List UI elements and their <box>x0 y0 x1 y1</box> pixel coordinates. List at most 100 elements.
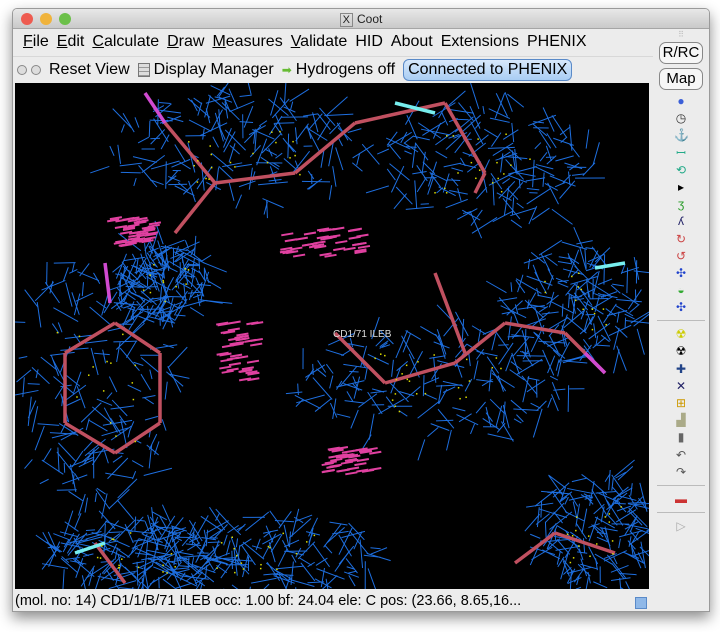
zoom-button[interactable] <box>59 13 71 25</box>
undo-icon[interactable]: ↶ <box>675 447 687 462</box>
contact-dot <box>354 241 367 246</box>
menu-validate[interactable]: Validate <box>290 33 348 50</box>
density-mesh-line <box>542 172 545 187</box>
density-mesh-line <box>64 384 87 402</box>
torsion-icon[interactable]: ✣ <box>675 300 687 315</box>
density-mesh-line <box>315 557 328 566</box>
density-mesh-line <box>352 144 374 159</box>
contact-dot <box>320 236 333 241</box>
density-mesh-line <box>511 150 517 174</box>
radiation-icon[interactable]: ☢ <box>675 344 687 359</box>
menu-draw[interactable]: Draw <box>167 33 205 50</box>
density-mesh-line <box>300 562 316 582</box>
menu-phenix[interactable]: PHENIX <box>526 33 587 50</box>
menu-measures[interactable]: Measures <box>212 33 283 50</box>
contact-dot <box>122 225 136 230</box>
flag-icon[interactable]: ▬ <box>675 491 687 506</box>
map-button[interactable]: Map <box>659 68 703 90</box>
density-mesh-line <box>312 377 333 400</box>
density-mesh-line <box>167 346 188 369</box>
molecule-view[interactable] <box>13 72 675 611</box>
rrc-button[interactable]: R/RC <box>659 42 703 64</box>
side-chain-icon[interactable]: ◒ <box>677 283 685 298</box>
density-mesh-line <box>36 302 42 328</box>
density-mesh-line <box>530 402 541 409</box>
expand-icon[interactable]: ▷ <box>676 518 686 533</box>
left-arrow-icon[interactable] <box>17 64 27 75</box>
menu-calculate[interactable]: Calculate <box>92 33 160 50</box>
refine-icon[interactable]: ↻ <box>675 231 687 246</box>
hydrogens-button[interactable]: ➡ Hydrogens off <box>278 61 399 79</box>
density-mesh-line <box>563 310 585 329</box>
reset-view-label: Reset View <box>49 60 130 78</box>
blue-chain-icon[interactable]: ʎ <box>678 214 684 229</box>
plus-box-icon[interactable]: ⊞ <box>675 396 687 410</box>
stamp-icon[interactable]: ▟ <box>676 413 686 428</box>
add-atom-icon[interactable]: ✚ <box>675 361 687 376</box>
density-mesh-line <box>516 358 543 375</box>
density-mesh-line <box>521 330 531 358</box>
menu-extensions[interactable]: Extensions <box>440 33 519 50</box>
rigid-body-icon[interactable]: ✣ <box>675 265 687 280</box>
density-mesh-line <box>119 274 122 297</box>
right-arrow-icon[interactable] <box>31 64 41 75</box>
add-terminal-icon[interactable]: ✕ <box>675 378 687 393</box>
menu-hid[interactable]: HID <box>355 33 383 50</box>
graphics-canvas[interactable]: CD1/71 ILEB <box>13 72 675 611</box>
density-mesh-line <box>58 422 79 436</box>
density-mesh-line <box>595 335 599 345</box>
reset-view-button[interactable]: Reset View <box>45 61 134 79</box>
density-mesh-line <box>175 248 195 263</box>
clock-icon[interactable]: ◷ <box>675 111 687 126</box>
density-mesh-line <box>146 252 158 267</box>
density-mesh-line <box>195 544 206 563</box>
play-icon[interactable]: ▸ <box>677 179 685 194</box>
flip-icon[interactable]: ⟲ <box>675 162 687 177</box>
redo-icon[interactable]: ↷ <box>675 464 687 479</box>
close-button[interactable] <box>21 13 33 25</box>
bond <box>504 321 566 335</box>
density-mesh-line <box>619 586 636 599</box>
density-mesh-line <box>71 292 80 315</box>
density-mesh-line <box>464 378 473 392</box>
contact-dot <box>304 242 317 247</box>
density-mesh-line <box>458 162 477 169</box>
density-mesh-line <box>624 317 627 329</box>
density-mesh-line <box>513 418 522 424</box>
density-mesh-line <box>185 543 202 546</box>
density-mesh-line <box>337 127 353 142</box>
density-mesh-line <box>158 306 172 312</box>
density-mesh-line <box>174 536 183 542</box>
rotamer-icon[interactable]: ꟷ <box>676 145 686 160</box>
green-chain-icon[interactable]: ʒ <box>677 197 685 212</box>
density-mesh-line <box>106 536 130 548</box>
density-mesh-line <box>414 142 429 161</box>
density-mesh-line <box>476 350 498 357</box>
density-mesh-line <box>136 266 145 281</box>
handle-grip[interactable]: ⠿ <box>678 30 684 39</box>
radiation-small-icon[interactable]: ☢ <box>675 327 687 342</box>
status-button[interactable] <box>635 597 647 609</box>
menu-edit[interactable]: Edit <box>56 33 85 50</box>
menu-about[interactable]: About <box>390 33 433 50</box>
density-mesh-line <box>491 132 502 147</box>
density-mesh-line <box>114 547 119 560</box>
regularize-icon[interactable]: ↺ <box>675 248 687 263</box>
trash-icon[interactable]: ▮ <box>677 430 685 445</box>
density-mesh-line <box>628 494 638 510</box>
density-mesh-line <box>191 99 198 112</box>
menu-file[interactable]: File <box>23 33 49 50</box>
connected-to-phenix-button[interactable]: Connected to PHENIX <box>403 58 573 81</box>
display-manager-button[interactable]: Display Manager <box>134 61 278 79</box>
density-mesh-line <box>69 464 77 493</box>
density-mesh-line <box>430 423 450 431</box>
contact-dot <box>331 448 344 453</box>
density-mesh-line <box>188 119 212 132</box>
density-mesh-line <box>294 394 321 409</box>
density-mesh-line <box>438 186 456 197</box>
density-mesh-line <box>312 543 330 568</box>
globe-icon[interactable]: ● <box>677 94 685 108</box>
minimize-button[interactable] <box>40 13 52 25</box>
anchor-icon[interactable]: ⚓ <box>674 128 689 143</box>
density-mesh-line <box>51 323 60 334</box>
